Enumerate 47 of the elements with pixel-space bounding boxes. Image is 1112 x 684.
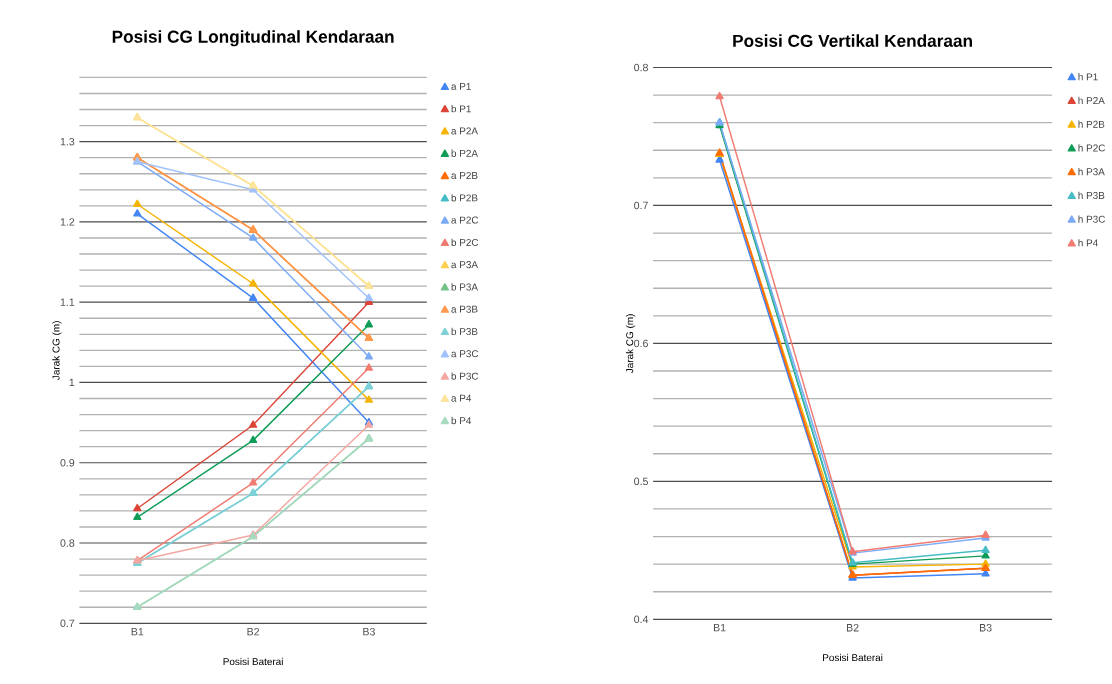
y-tick-label: 0.7 bbox=[634, 201, 648, 210]
legend-label: a P4 bbox=[451, 394, 472, 402]
legend-label: b P4 bbox=[451, 416, 472, 425]
y-tick-label: 0.8 bbox=[634, 63, 648, 72]
x-tick-label: B2 bbox=[247, 628, 260, 636]
legend-label: h P4 bbox=[1078, 239, 1098, 247]
legend-label: a P2C bbox=[451, 216, 479, 224]
legend-label: a P3C bbox=[451, 350, 479, 358]
legend-label: b P2B bbox=[451, 194, 478, 202]
legend-label: b P3A bbox=[451, 283, 478, 291]
y-tick-label: 1 bbox=[69, 378, 75, 387]
x-axis-title: Posisi Baterai bbox=[223, 657, 283, 666]
x-tick-label: B1 bbox=[131, 628, 144, 636]
legend-label: a P2B bbox=[451, 172, 478, 180]
legend-label: b P3B bbox=[451, 327, 478, 336]
x-tick-label: B2 bbox=[846, 624, 859, 632]
y-tick-label: 1.1 bbox=[60, 298, 75, 306]
x-tick-label: B3 bbox=[979, 624, 992, 632]
legend-label: h P1 bbox=[1078, 73, 1098, 81]
legend-label: h P3C bbox=[1078, 215, 1105, 223]
chart-title: Posisi CG Vertikal Kendaraan bbox=[733, 34, 972, 48]
y-tick-label: 0.8 bbox=[60, 539, 75, 547]
x-tick-label: B1 bbox=[713, 624, 726, 632]
legend-label: b P2A bbox=[451, 149, 478, 157]
x-axis-title: Posisi Baterai bbox=[823, 653, 883, 662]
legend-label: a P2A bbox=[451, 127, 478, 135]
y-tick-label: 0.6 bbox=[634, 339, 648, 348]
legend-label: a P3B bbox=[451, 305, 478, 313]
y-tick-label: 0.9 bbox=[60, 459, 75, 467]
y-tick-label: 0.5 bbox=[634, 477, 648, 486]
legend-label: b P1 bbox=[451, 105, 471, 113]
legend-label: h P2A bbox=[1078, 96, 1105, 105]
y-tick-label: 1.2 bbox=[60, 218, 75, 226]
y-tick-label: 0.7 bbox=[60, 619, 75, 628]
legend-label: a P1 bbox=[451, 83, 471, 90]
legend-label: b P3C bbox=[451, 372, 479, 380]
x-tick-label: B3 bbox=[363, 628, 375, 636]
chart-title: Posisi CG Longitudinal Kendaraan bbox=[112, 30, 394, 47]
legend-label: h P2B bbox=[1078, 120, 1105, 128]
y-axis-title: Jarak CG (m) bbox=[52, 321, 62, 381]
y-tick-label: 0.4 bbox=[634, 615, 649, 624]
y-tick-label: 1.3 bbox=[60, 137, 75, 146]
legend-label: a P3A bbox=[451, 261, 478, 269]
legend-label: h P3B bbox=[1078, 191, 1105, 200]
legend-label: h P3A bbox=[1078, 168, 1105, 176]
legend-label: h P2C bbox=[1078, 144, 1105, 152]
legend-label: b P2C bbox=[451, 238, 479, 247]
